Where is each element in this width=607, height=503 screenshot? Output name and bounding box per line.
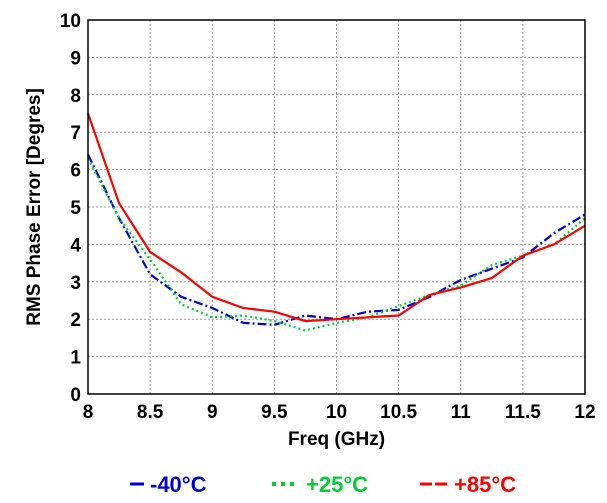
y-axis-title: RMS Phase Error [Degres] bbox=[24, 88, 45, 326]
y-tick-label: 4 bbox=[70, 235, 81, 256]
x-tick-label: 9 bbox=[207, 402, 218, 423]
x-tick-label: 8 bbox=[83, 402, 94, 423]
x-tick-label: 12 bbox=[574, 402, 595, 423]
legend-label-3: +85°C bbox=[454, 472, 516, 497]
y-tick-label: 0 bbox=[70, 385, 81, 406]
y-tick-label: 3 bbox=[70, 273, 81, 294]
x-axis-title: Freq (GHz) bbox=[288, 429, 385, 450]
legend: -40°C +25°C +85°C bbox=[130, 472, 516, 497]
y-tick-label: 9 bbox=[70, 48, 81, 69]
y-tick-label: 5 bbox=[70, 198, 81, 219]
x-tick-labels: 8 8.5 9 9.5 10 10.5 11 11.5 12 bbox=[83, 402, 596, 423]
y-tick-label: 2 bbox=[70, 310, 81, 331]
x-tick-label: 11.5 bbox=[505, 402, 541, 423]
y-tick-label: 10 bbox=[60, 11, 81, 32]
y-tick-label: 8 bbox=[70, 86, 81, 107]
x-tick-label: 9.5 bbox=[261, 402, 288, 423]
y-tick-label: 7 bbox=[70, 123, 81, 144]
legend-swatch-dot bbox=[281, 482, 285, 486]
y-tick-label: 1 bbox=[70, 348, 81, 369]
legend-label-2: +25°C bbox=[306, 472, 368, 497]
x-tick-label: 10 bbox=[326, 402, 347, 423]
x-tick-label: 8.5 bbox=[137, 402, 164, 423]
x-tick-label: 10.5 bbox=[380, 402, 417, 423]
y-tick-label: 6 bbox=[70, 161, 81, 182]
series-line-3 bbox=[86, 113, 586, 323]
plot-frame bbox=[87, 19, 586, 395]
y-tick-labels: 0 1 2 3 4 5 6 7 8 9 10 bbox=[60, 11, 82, 406]
legend-label-1: -40°C bbox=[150, 472, 207, 497]
x-tick-label: 11 bbox=[451, 402, 472, 423]
legend-swatch-dot bbox=[290, 482, 294, 486]
series-line-2 bbox=[87, 157, 586, 332]
series-lines bbox=[86, 113, 586, 332]
legend-swatch-dot bbox=[272, 482, 276, 486]
grid bbox=[88, 20, 585, 394]
